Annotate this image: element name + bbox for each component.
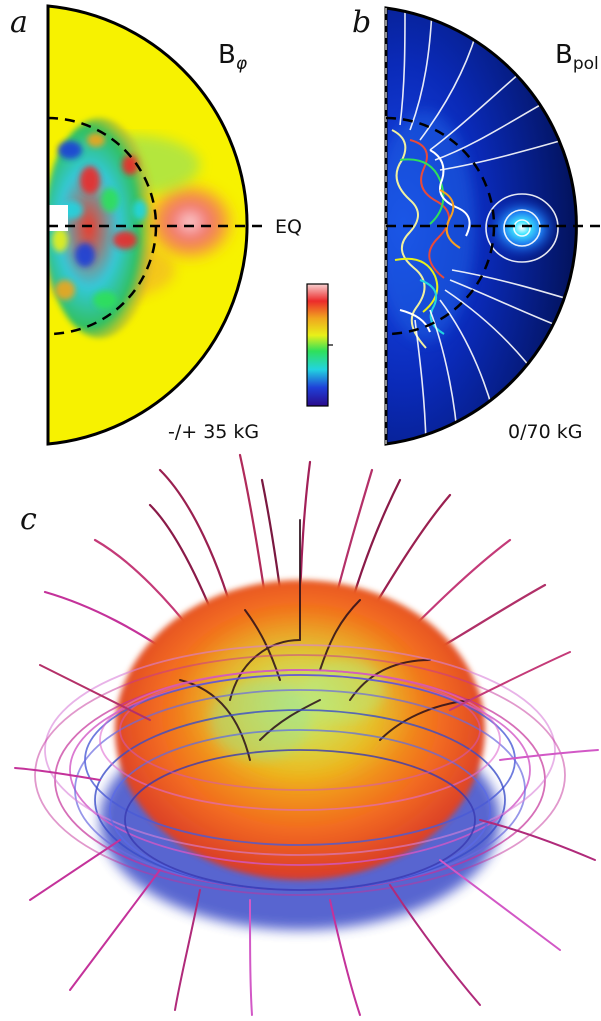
panel-b-range-label: 0/70 kG bbox=[508, 421, 583, 443]
panel-c-letter: c bbox=[20, 502, 37, 537]
panel-c bbox=[14, 453, 599, 1016]
panel-b-quantity: B bbox=[555, 40, 573, 70]
equator-label: EQ bbox=[275, 216, 302, 238]
panel-a-letter: a bbox=[10, 5, 28, 40]
panel-a-quantity: B bbox=[218, 40, 236, 70]
panel-a-quantity-sub: φ bbox=[235, 54, 248, 74]
panel-b-quantity-sub: pol bbox=[572, 54, 599, 74]
panel-c-front-field-lines bbox=[14, 651, 599, 1016]
panel-a-range-label: -/+ 35 kG bbox=[168, 421, 260, 443]
panel-b-boundary bbox=[384, 6, 578, 446]
panel-b-quantity-label: Bpol bbox=[555, 42, 599, 73]
panel-b-turbulence bbox=[391, 129, 471, 349]
panel-a-colorbar bbox=[306, 283, 333, 407]
panel-b-letter: b bbox=[352, 5, 372, 40]
panel-a-boundary bbox=[46, 4, 249, 446]
panel-a-quantity-label: Bφ bbox=[218, 42, 247, 73]
panel-c-toroidal-field-lines bbox=[34, 644, 566, 896]
